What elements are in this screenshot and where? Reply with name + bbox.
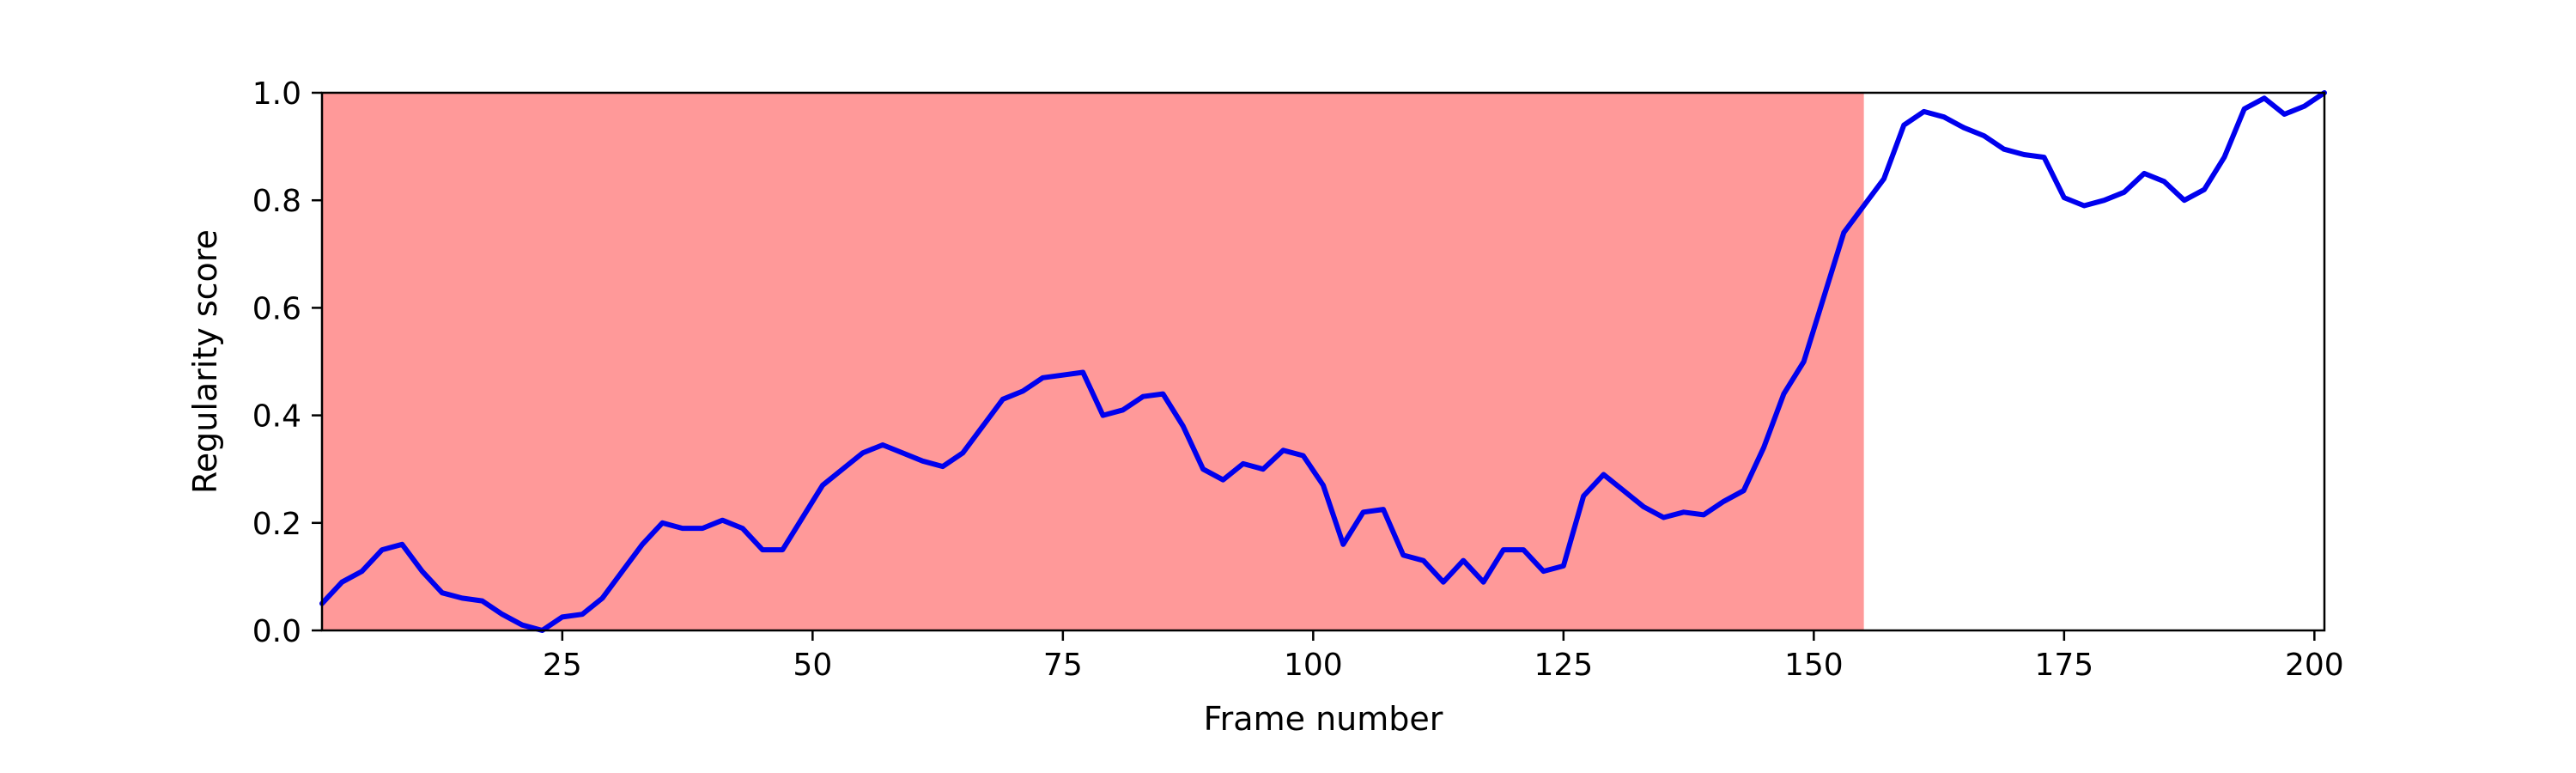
y-tick-label: 0.6 bbox=[252, 291, 301, 326]
plot-frame bbox=[320, 91, 2326, 632]
x-tick-label: 100 bbox=[1284, 648, 1343, 683]
shaded-region bbox=[322, 93, 1864, 630]
y-tick-label: 0.2 bbox=[252, 507, 301, 542]
plot-area bbox=[319, 90, 2327, 633]
y-tick-label: 0.8 bbox=[252, 184, 301, 219]
x-tick-label: 25 bbox=[543, 648, 582, 683]
x-tick-label: 125 bbox=[1534, 648, 1593, 683]
y-tick-label: 1.0 bbox=[252, 76, 301, 112]
x-axis-label: Frame number bbox=[1204, 700, 1443, 738]
y-axis-label: Regularity score bbox=[186, 229, 224, 494]
series-line bbox=[319, 90, 2327, 633]
x-axis: 25 50 75 100 125 150 175 200 bbox=[543, 630, 2344, 683]
y-tick-label: 0.0 bbox=[252, 614, 301, 649]
x-tick-label: 75 bbox=[1043, 648, 1083, 683]
x-tick-label: 200 bbox=[2285, 648, 2344, 683]
x-tick-label: 175 bbox=[2034, 648, 2093, 683]
x-tick-label: 150 bbox=[1784, 648, 1844, 683]
y-axis: 0.0 0.2 0.4 0.6 0.8 1.0 bbox=[252, 76, 322, 649]
x-tick-label: 50 bbox=[793, 648, 832, 683]
y-tick-label: 0.4 bbox=[252, 399, 301, 435]
